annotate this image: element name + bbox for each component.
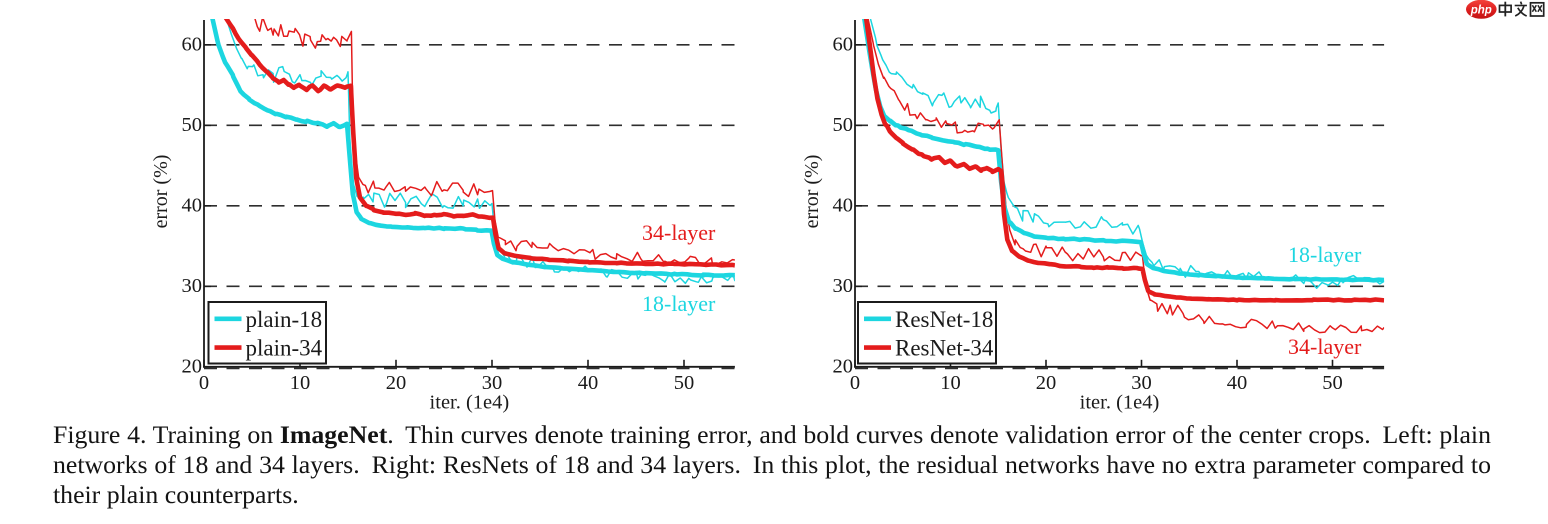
svg-text:error (%): error (%) [150,155,172,229]
svg-text:10: 10 [940,372,961,394]
svg-text:18-layer: 18-layer [1288,242,1362,267]
svg-text:40: 40 [1227,372,1248,394]
svg-text:20: 20 [182,355,203,377]
svg-text:iter. (1e4): iter. (1e4) [1080,392,1160,414]
svg-text:40: 40 [578,372,599,394]
svg-text:plain-34: plain-34 [246,336,323,361]
svg-text:60: 60 [182,33,203,55]
svg-text:error (%): error (%) [801,155,823,229]
svg-text:30: 30 [482,372,503,394]
svg-text:40: 40 [833,194,854,216]
svg-text:20: 20 [386,372,407,394]
svg-text:iter. (1e4): iter. (1e4) [430,392,510,414]
svg-text:ResNet-18: ResNet-18 [895,307,993,332]
svg-text:30: 30 [833,275,854,297]
svg-text:18-layer: 18-layer [642,291,716,316]
svg-text:34-layer: 34-layer [642,220,716,245]
svg-text:plain-18: plain-18 [246,307,323,332]
svg-text:50: 50 [674,372,695,394]
svg-text:10: 10 [290,372,311,394]
svg-text:20: 20 [1036,372,1057,394]
svg-text:50: 50 [182,114,203,136]
svg-text:34-layer: 34-layer [1288,334,1362,359]
svg-text:60: 60 [833,33,854,55]
svg-text:php: php [1470,5,1492,17]
svg-text:0: 0 [199,372,209,394]
svg-text:0: 0 [850,372,860,394]
svg-text:30: 30 [182,275,203,297]
svg-text:50: 50 [833,114,854,136]
svg-text:50: 50 [1322,372,1343,394]
svg-text:40: 40 [182,194,203,216]
svg-text:30: 30 [1131,372,1152,394]
svg-text:20: 20 [833,355,854,377]
svg-text:ResNet-34: ResNet-34 [895,336,994,361]
